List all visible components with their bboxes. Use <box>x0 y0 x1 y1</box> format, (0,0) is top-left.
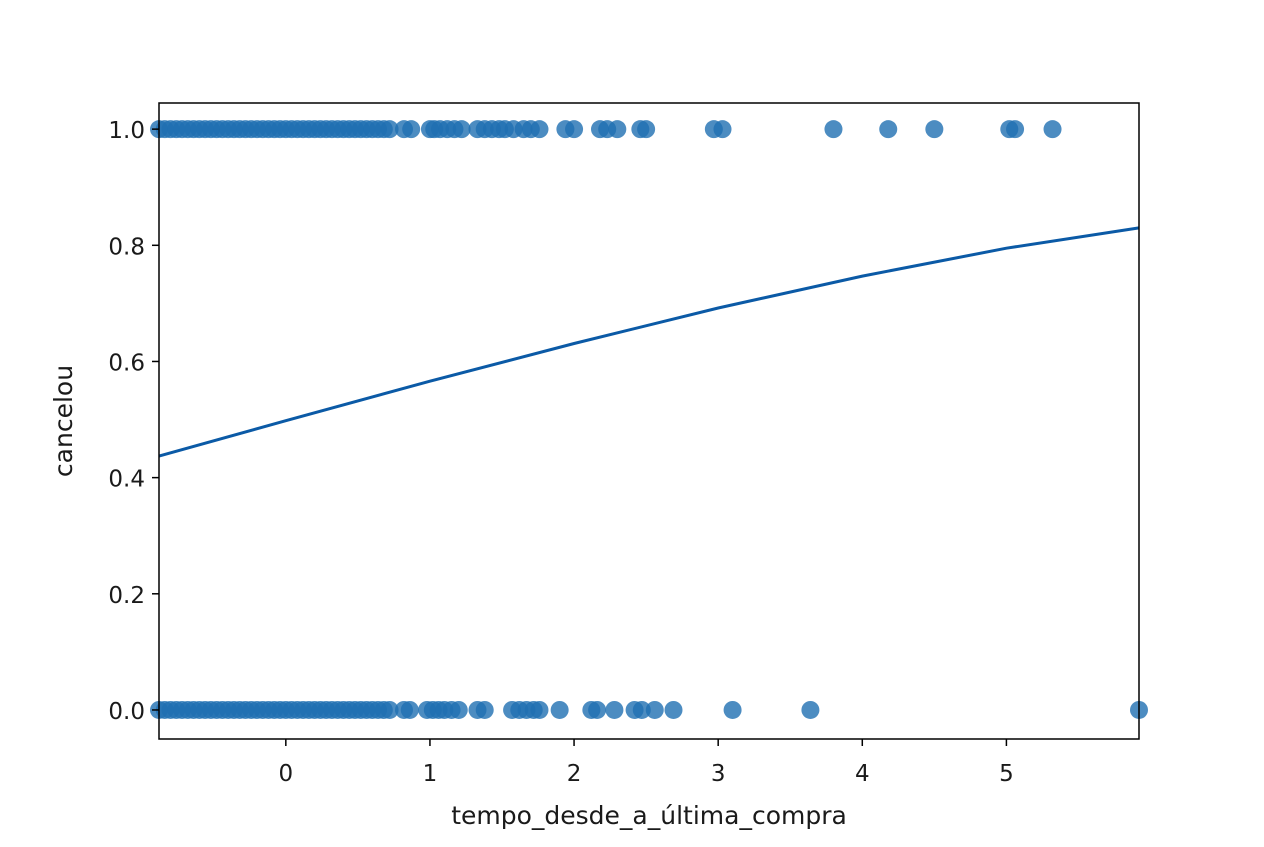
scatter-point <box>400 700 419 719</box>
scatter-point <box>475 700 494 719</box>
scatter-point <box>452 120 471 139</box>
scatter-point <box>723 700 742 719</box>
scatter-point <box>565 120 584 139</box>
scatter-point <box>550 700 569 719</box>
scatter-point <box>1006 120 1025 139</box>
x-tick-label: 3 <box>711 761 726 787</box>
y-tick-label: 0.6 <box>108 350 145 376</box>
scatter-point <box>402 120 421 139</box>
plot-area-background <box>159 103 1139 739</box>
x-axis-label: tempo_desde_a_última_compra <box>451 801 847 830</box>
points-layer <box>150 120 1148 719</box>
x-tick-label: 5 <box>999 761 1014 787</box>
scatter-point <box>530 120 549 139</box>
scatter-point <box>588 700 607 719</box>
x-axis: 0 1 2 3 4 5 <box>279 739 1014 787</box>
plot-area-frame <box>158 102 1140 740</box>
scatter-point <box>637 120 656 139</box>
scatter-point <box>605 700 624 719</box>
y-axis: 0.0 0.2 0.4 0.6 0.8 1.0 <box>108 118 159 725</box>
scatter-point <box>449 700 468 719</box>
y-tick-label: 1.0 <box>108 118 145 144</box>
logistic-fit-line <box>158 226 1140 458</box>
x-tick-label: 1 <box>423 761 438 787</box>
scatter-point <box>1043 120 1062 139</box>
x-tick-label: 4 <box>855 761 870 787</box>
scatter-point <box>713 120 732 139</box>
scatter-point <box>530 700 549 719</box>
scatter-point <box>632 700 651 719</box>
y-axis-label: cancelou <box>49 365 78 477</box>
y-tick-label: 0.0 <box>108 699 145 725</box>
scatter-point <box>380 700 399 719</box>
scatter-point <box>645 700 664 719</box>
y-tick-label: 0.2 <box>108 583 145 609</box>
scatter-point <box>824 120 843 139</box>
x-tick-label: 2 <box>567 761 582 787</box>
scatter-point <box>801 700 820 719</box>
x-tick-label: 0 <box>279 761 294 787</box>
scatter-point <box>879 120 898 139</box>
y-tick-label: 0.4 <box>108 467 145 493</box>
scatter-point <box>608 120 627 139</box>
scatter-point <box>925 120 944 139</box>
scatter-point <box>664 700 683 719</box>
y-tick-label: 0.8 <box>108 234 145 260</box>
scatter-point <box>380 120 399 139</box>
